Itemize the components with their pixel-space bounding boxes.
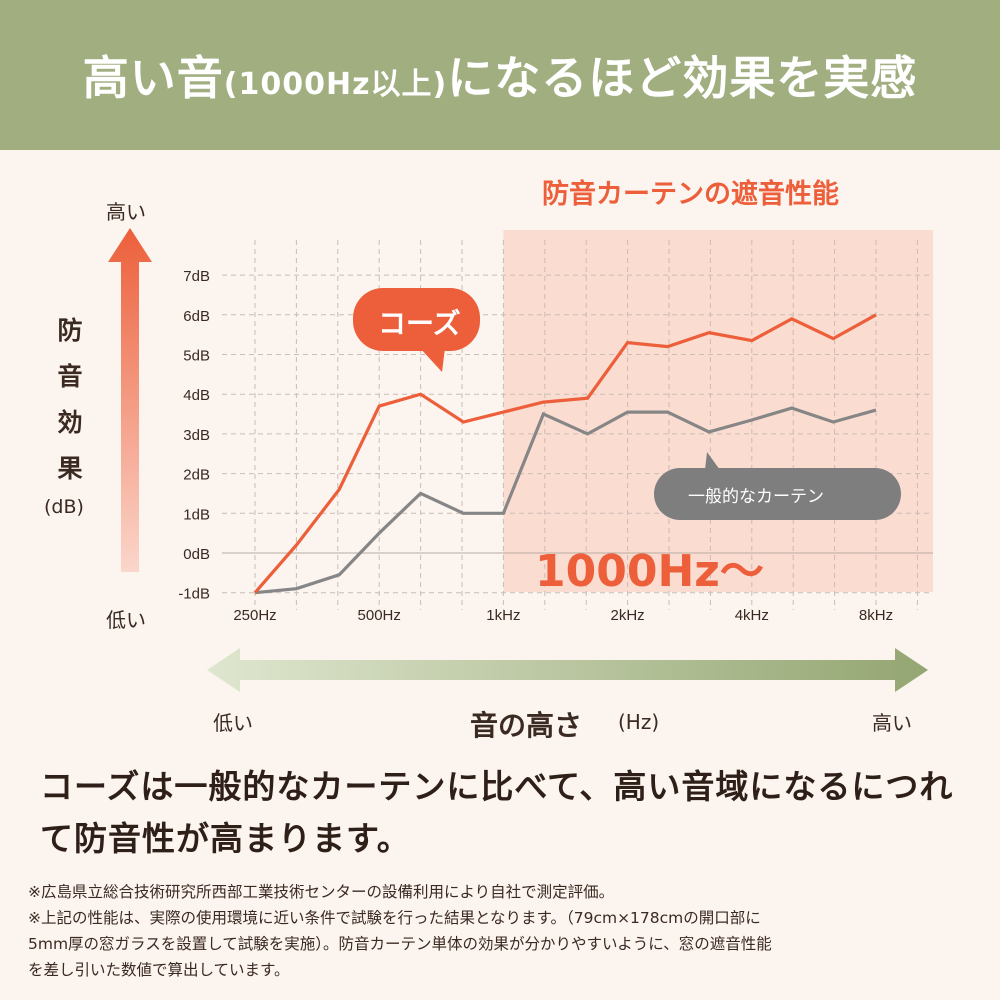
x-axis-title: 音の高さ	[470, 709, 583, 742]
y-high-label: 高い	[106, 200, 146, 224]
chart-title: 防音カーテンの遮音性能	[542, 179, 839, 210]
title-part: になるほど効果を実感	[447, 51, 918, 105]
title-part: (1000Hz以上)	[223, 67, 448, 102]
y-tick-label: -1dB	[178, 586, 210, 603]
page-title: 高い音(1000Hz以上)になるほど効果を実感	[83, 42, 918, 108]
x-axis-arrow	[207, 648, 928, 692]
y-tick-label: 4dB	[183, 387, 210, 404]
legend-callout-kose	[353, 288, 480, 372]
y-tick-label: 5dB	[183, 348, 210, 365]
y-axis-arrow	[108, 228, 152, 572]
x-high-label: 高い	[872, 711, 912, 735]
highlight-label: 1000Hz〜	[535, 546, 764, 597]
footnote: ※上記の性能は、実際の使用環境に近い条件で試験を行った結果となります。（79cm…	[28, 909, 761, 927]
x-tick-label: 2kHz	[611, 607, 645, 624]
legend-label-general: 一般的なカーテン	[688, 487, 824, 507]
x-axis-unit: (Hz)	[618, 710, 660, 734]
x-tick-label: 4kHz	[735, 607, 769, 624]
footnote: を差し引いた数値で算出しています。	[28, 961, 290, 979]
y-axis-unit: (dB)	[44, 496, 84, 518]
series-line	[254, 406, 877, 595]
y-tick-label: 0dB	[183, 546, 210, 563]
legend-callout-general	[654, 452, 901, 520]
header-banner: 高い音(1000Hz以上)になるほど効果を実感	[0, 0, 1000, 150]
y-tick-label: 2dB	[183, 467, 210, 484]
x-tick-label: 8kHz	[859, 607, 893, 624]
line-chart: -1dB 0dB 1dB 2dB 3dB 4dB 5dB 6dB 7dB 250Hz 500Hz 1k…	[108, 228, 933, 692]
footnote: ※広島県立総合技術研究所西部工業技術センターの設備利用により自社で測定評価。	[28, 883, 615, 901]
y-tick-label: 7dB	[183, 268, 210, 285]
x-low-label: 低い	[213, 711, 253, 735]
x-tick-label: 500Hz	[358, 607, 401, 624]
y-low-label: 低い	[106, 608, 146, 632]
x-tick-label: 1kHz	[486, 607, 520, 624]
legend-label-kose: コーズ	[378, 307, 461, 340]
title-part: 高い音	[82, 51, 224, 105]
footnote: 5mm厚の窓ガラスを設置して試験を実施）。防音カーテン単体の効果が分かりやすいよ…	[28, 935, 772, 953]
y-tick-label: 1dB	[183, 506, 210, 523]
y-tick-label: 6dB	[183, 308, 210, 325]
summary-line-2: て防音性が高まります。	[40, 819, 411, 858]
y-axis-title: 防音効果	[57, 316, 83, 483]
y-tick-label: 3dB	[183, 427, 210, 444]
highlight-region	[503, 230, 933, 592]
x-tick-label: 250Hz	[233, 607, 276, 624]
series-line	[253, 313, 877, 594]
summary-line-1: コーズは一般的なカーテンに比べて、高い音域になるにつれ	[40, 767, 954, 806]
